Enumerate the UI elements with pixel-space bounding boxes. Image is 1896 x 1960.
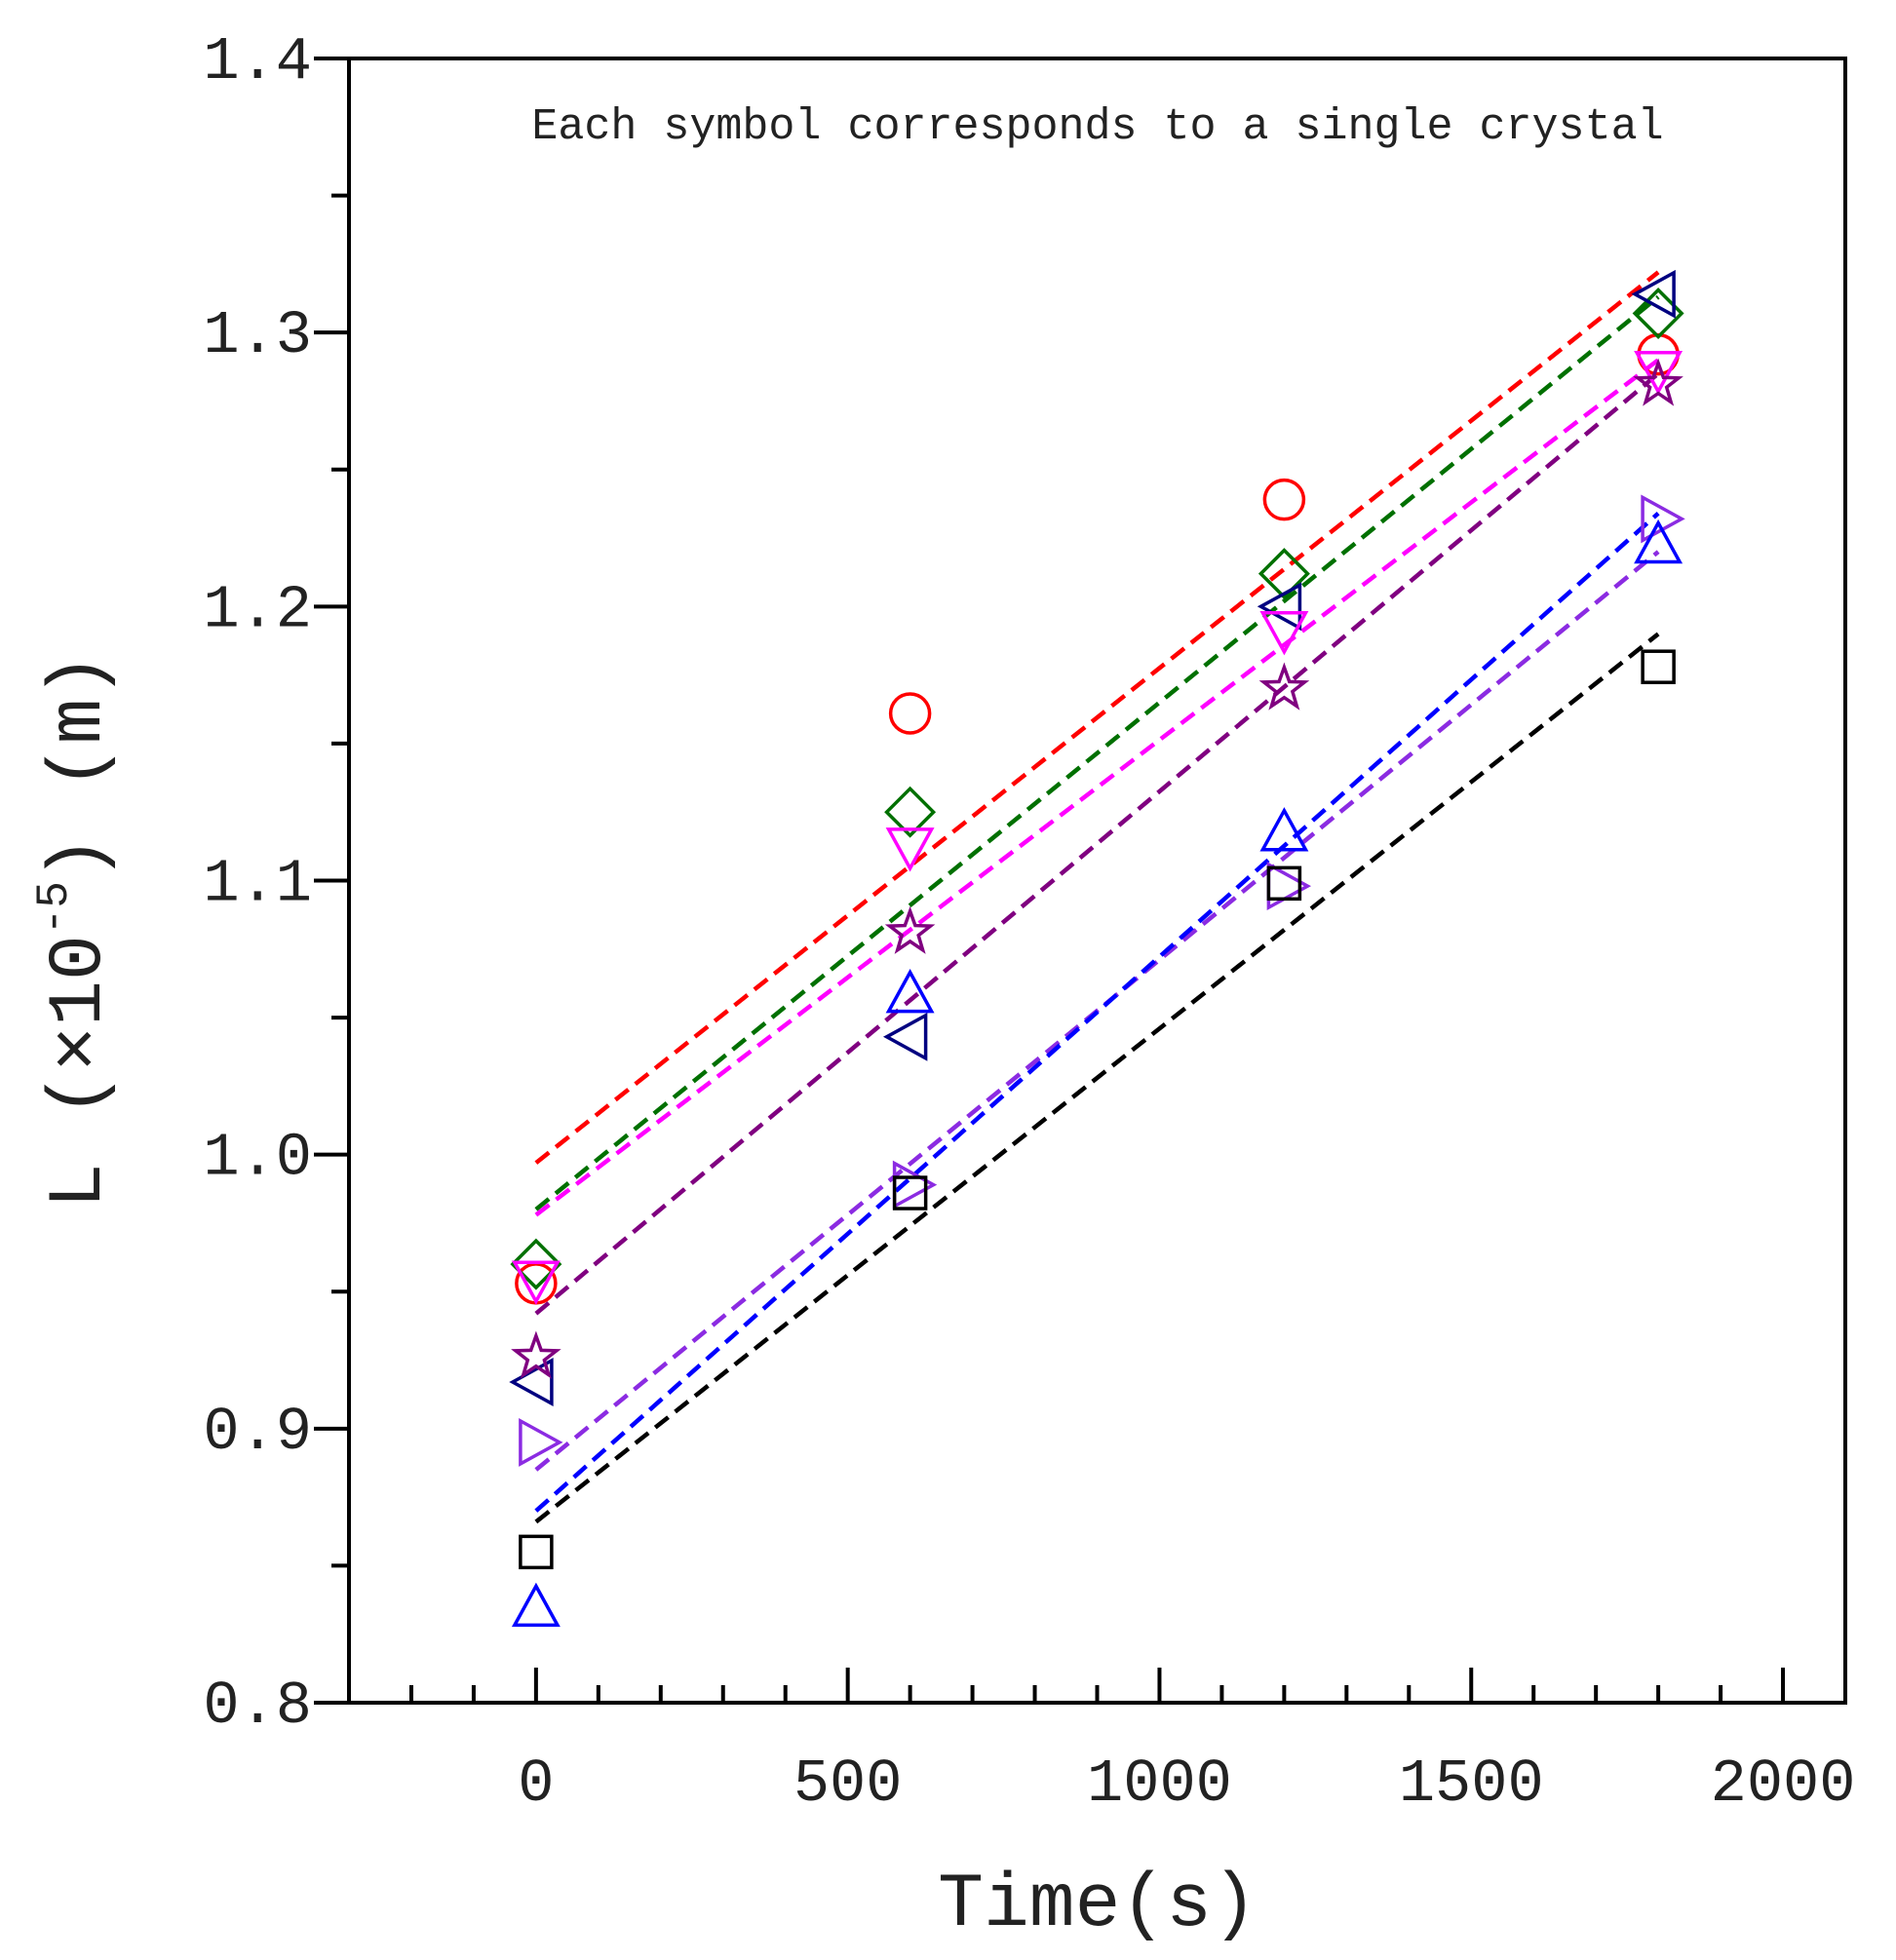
y-tick-label: 1.1 [203, 850, 312, 919]
x-axis-title: Time(s) [938, 1863, 1258, 1948]
crystal-triangle-up-point [511, 1582, 561, 1628]
y-tick-label: 0.9 [203, 1398, 312, 1467]
crystal-triangle-up-point [885, 968, 935, 1014]
crystal-star-point [1633, 358, 1683, 406]
x-tick-label: 500 [793, 1749, 903, 1819]
crystal-star-point [1258, 662, 1310, 711]
crystal-triangle-down-point [511, 1260, 561, 1305]
x-tick-label: 2000 [1711, 1749, 1856, 1819]
crystal-triangle-right-point [519, 1417, 563, 1467]
crystal-circle-point [888, 692, 932, 735]
crystal-triangle-left-point [882, 1012, 928, 1061]
crystal-diamond-fit-line [534, 294, 1660, 1211]
plot-area-frame [347, 57, 1847, 1705]
crystal-square-point [1641, 649, 1676, 684]
x-tick-label: 0 [518, 1749, 554, 1819]
crystal-diamond-point [510, 1238, 562, 1290]
crystal-diamond-point [1258, 548, 1310, 600]
crystal-star-point [884, 905, 936, 954]
x-tick-label: 1500 [1399, 1749, 1544, 1819]
y-tick-label: 1.2 [203, 575, 312, 644]
crystal-triangle-left-point [1631, 269, 1676, 319]
y-tick-label: 1.0 [203, 1124, 312, 1193]
crystal-triangle-up-fit-line [534, 512, 1660, 1513]
y-tick-label: 1.3 [203, 301, 312, 370]
crystal-diamond-point [884, 786, 937, 838]
fit-lines [534, 270, 1660, 1524]
crystal-square-point [1266, 865, 1302, 902]
crystal-circle-fit-line [534, 270, 1660, 1165]
y-tick-label: 0.8 [203, 1672, 312, 1741]
crystal-square-point [519, 1534, 554, 1570]
crystal-circle-point [1262, 478, 1306, 521]
crystal-triangle-down-point [1259, 611, 1309, 656]
crystal-triangle-up-point [1634, 519, 1683, 564]
crystal-triangle-left-point [509, 1358, 554, 1406]
crystal-star-point [511, 1330, 561, 1379]
crystal-triangle-left-point [1257, 582, 1302, 632]
y-axis-title: L (×10-5) (m) [29, 653, 123, 1209]
crystal-triangle-down-point [885, 827, 935, 872]
crystal-triangle-right-fit-line [534, 550, 1660, 1472]
data-markers [509, 269, 1685, 1628]
crystal-star-fit-line [534, 371, 1660, 1316]
y-axis-title-exponent: -5 [29, 881, 80, 935]
crystal-square-fit-line [534, 632, 1660, 1524]
crystal-square-point [892, 1175, 928, 1211]
axis-ticks [314, 57, 1786, 1705]
y-axis-title-prefix: L (×10 [37, 935, 123, 1209]
crystal-triangle-down-point [1634, 350, 1683, 396]
x-tick-label: 1000 [1087, 1749, 1232, 1819]
chart-annotation: Each symbol corresponds to a single crys… [531, 102, 1663, 152]
crystal-triangle-down-fit-line [534, 358, 1660, 1217]
crystal-triangle-up-point [1259, 807, 1309, 852]
y-tick-label: 1.4 [203, 27, 312, 96]
y-axis-title-suffix: ) (m) [37, 653, 123, 881]
